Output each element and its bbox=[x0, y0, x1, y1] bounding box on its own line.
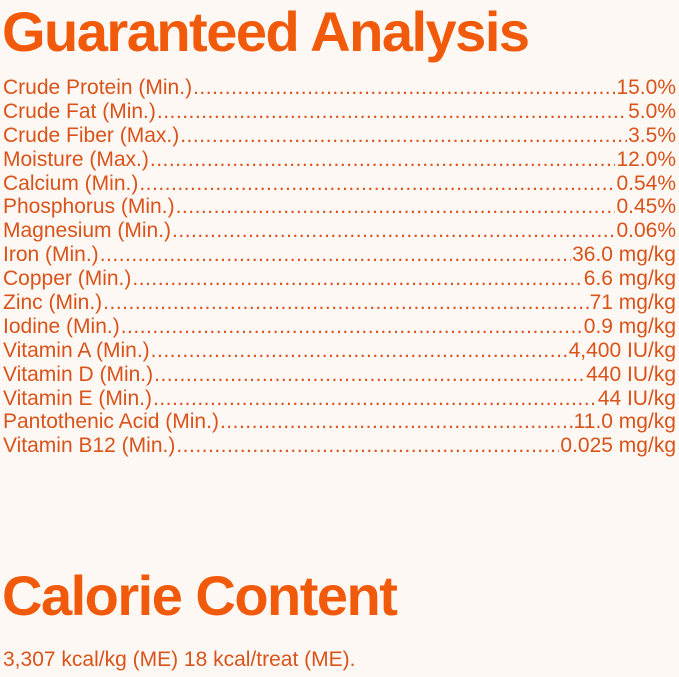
nutrient-value: 36.0 mg/kg bbox=[572, 243, 676, 267]
analysis-row: Iron (Min.) 36.0 mg/kg bbox=[3, 243, 676, 267]
dot-leader bbox=[172, 219, 615, 243]
nutrient-value: 3.5% bbox=[628, 123, 676, 147]
dot-leader bbox=[103, 291, 588, 315]
nutrient-value: 71 mg/kg bbox=[589, 291, 676, 315]
nutrient-label: Zinc (Min.) bbox=[3, 291, 103, 315]
analysis-row: Vitamin B12 (Min.) 0.025 mg/kg bbox=[3, 434, 676, 458]
dot-leader bbox=[132, 267, 582, 291]
dot-leader bbox=[193, 76, 615, 100]
nutrient-value: 15.0% bbox=[616, 76, 676, 99]
nutrient-value: 0.9 mg/kg bbox=[583, 314, 676, 338]
nutrient-label: Vitamin B12 (Min.) bbox=[3, 434, 176, 458]
nutrient-value: 4,400 IU/kg bbox=[568, 338, 676, 362]
nutrient-label: Iron (Min.) bbox=[3, 243, 99, 267]
analysis-row: Iodine (Min.) 0.9 mg/kg bbox=[3, 315, 676, 339]
dot-leader bbox=[121, 315, 583, 339]
nutrient-label: Vitamin E (Min.) bbox=[3, 386, 152, 410]
nutrient-label: Copper (Min.) bbox=[3, 267, 132, 291]
nutrient-value: 0.06% bbox=[616, 219, 676, 243]
nutrient-value: 0.45% bbox=[616, 195, 676, 219]
calorie-content-text: 3,307 kcal/kg (ME) 18 kcal/treat (ME). bbox=[3, 648, 356, 671]
nutrient-value: 12.0% bbox=[616, 147, 676, 171]
dot-leader bbox=[180, 124, 627, 148]
dot-leader bbox=[154, 363, 585, 387]
dot-leader bbox=[176, 195, 616, 219]
dot-leader bbox=[139, 172, 615, 196]
nutrient-value: 44 IU/kg bbox=[597, 386, 676, 410]
nutrient-label: Calcium (Min.) bbox=[3, 171, 139, 195]
dot-leader bbox=[176, 434, 559, 458]
analysis-row: Vitamin A (Min.) 4,400 IU/kg bbox=[3, 339, 676, 363]
analysis-table: Crude Protein (Min.)15.0%Crude Fat (Min.… bbox=[3, 76, 676, 458]
analysis-row: Crude Fiber (Max.) 3.5% bbox=[3, 124, 676, 148]
dot-leader bbox=[153, 387, 597, 411]
nutrient-label: Crude Fiber (Max.) bbox=[3, 123, 180, 147]
analysis-row: Moisture (Max.) 12.0% bbox=[3, 148, 676, 172]
nutrient-label: Phosphorus (Min.) bbox=[3, 195, 175, 219]
nutrient-label: Vitamin D (Min.) bbox=[3, 362, 154, 386]
analysis-row: Vitamin E (Min.) 44 IU/kg bbox=[3, 387, 676, 411]
nutrient-value: 0.54% bbox=[616, 171, 676, 195]
dot-leader bbox=[100, 243, 571, 267]
nutrient-value: 440 IU/kg bbox=[586, 362, 676, 386]
nutrient-label: Pantothenic Acid (Min.) bbox=[3, 410, 219, 434]
calorie-content-heading: Calorie Content bbox=[2, 564, 398, 627]
guaranteed-analysis-heading: Guaranteed Analysis bbox=[2, 0, 530, 63]
nutrient-label: Moisture (Max.) bbox=[3, 147, 149, 171]
analysis-row: Pantothenic Acid (Min.) 11.0 mg/kg bbox=[3, 410, 676, 434]
analysis-row: Crude Fat (Min.) 5.0% bbox=[3, 100, 676, 124]
nutrient-label: Vitamin A (Min.) bbox=[3, 338, 150, 362]
dot-leader bbox=[151, 339, 568, 363]
nutrient-value: 5.0% bbox=[628, 99, 676, 123]
dot-leader bbox=[150, 148, 616, 172]
nutrient-value: 6.6 mg/kg bbox=[583, 267, 676, 291]
analysis-row: Crude Protein (Min.) 15.0% bbox=[3, 76, 676, 100]
nutrient-label: Crude Protein (Min.) bbox=[3, 76, 193, 99]
nutrient-value: 11.0 mg/kg bbox=[573, 410, 676, 434]
dot-leader bbox=[157, 100, 627, 124]
analysis-row: Magnesium (Min.) 0.06% bbox=[3, 219, 676, 243]
nutrient-value: 0.025 mg/kg bbox=[560, 434, 676, 458]
analysis-row: Vitamin D (Min.) 440 IU/kg bbox=[3, 363, 676, 387]
analysis-row: Zinc (Min.) 71 mg/kg bbox=[3, 291, 676, 315]
nutrient-label: Magnesium (Min.) bbox=[3, 219, 172, 243]
nutrient-label: Crude Fat (Min.) bbox=[3, 99, 156, 123]
analysis-row: Calcium (Min.) 0.54% bbox=[3, 172, 676, 196]
nutrient-label: Iodine (Min.) bbox=[3, 314, 120, 338]
analysis-row: Copper (Min.) 6.6 mg/kg bbox=[3, 267, 676, 291]
dot-leader bbox=[220, 410, 573, 434]
analysis-row: Phosphorus (Min.) 0.45% bbox=[3, 195, 676, 219]
